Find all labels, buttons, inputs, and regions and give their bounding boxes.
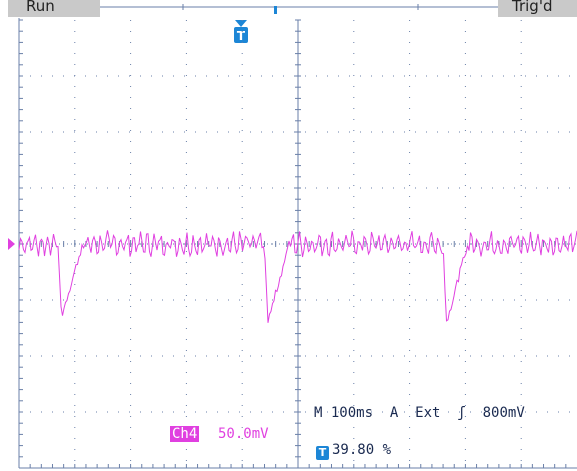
trigger-mode: A (389, 405, 399, 421)
trigger-position-value: 39.80 % (332, 442, 392, 458)
trigger-slope-icon: ʃ (457, 405, 466, 421)
trigger-marker-label: T (237, 29, 246, 43)
ch4-trace (18, 230, 577, 323)
status-bar: Run Trig'd (0, 0, 577, 18)
ch4-waveform-line (18, 230, 577, 323)
acquisition-status-tab: Run (8, 0, 100, 17)
trigger-level: 800mV (482, 405, 525, 421)
channel-scale: 50.0mV (218, 426, 269, 442)
trigger-position-readout: T 39.80 % (316, 442, 391, 460)
trigger-source: Ext (415, 405, 441, 421)
ch4-ground-marker[interactable] (8, 238, 15, 250)
record-length-bar (100, 4, 498, 14)
timebase-readout: M 100ms A Ext ʃ 800mV (314, 405, 525, 421)
timebase-value: M 100ms (314, 405, 374, 421)
trigger-position-marker[interactable]: T (234, 20, 248, 43)
trigger-position-icon: T (316, 446, 329, 460)
trigger-status-tab: Trig'd (498, 0, 577, 17)
channel-label[interactable]: Ch4 (170, 426, 200, 442)
